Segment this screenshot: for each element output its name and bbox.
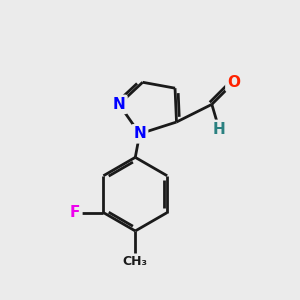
Text: CH₃: CH₃ <box>123 255 148 268</box>
Text: O: O <box>227 75 240 90</box>
Text: N: N <box>133 126 146 141</box>
Text: F: F <box>70 205 80 220</box>
Text: H: H <box>213 122 226 137</box>
Text: N: N <box>113 97 125 112</box>
